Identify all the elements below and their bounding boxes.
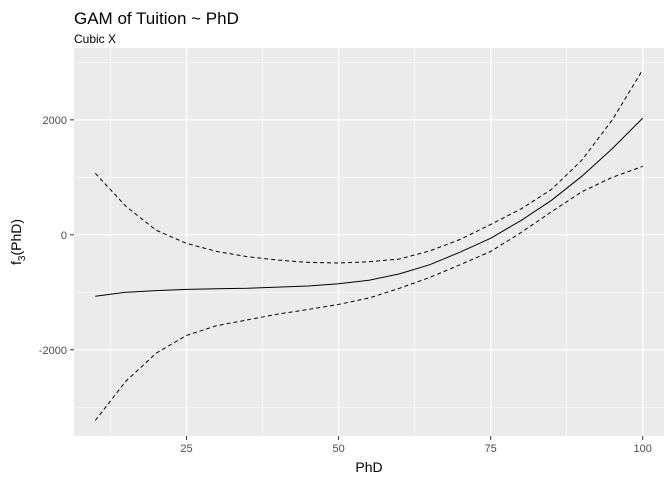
- minor-gridlines: [74, 48, 664, 436]
- y-tick-label: 0: [61, 230, 67, 242]
- x-tick-label: 75: [485, 443, 497, 455]
- x-tick-label: 50: [332, 443, 344, 455]
- series-line-upper: [94, 69, 644, 264]
- y-axis-title-tail: (PhD): [8, 219, 24, 256]
- y-axis-title-subscript: 3: [17, 255, 28, 261]
- y-axis-title-main: f: [8, 261, 24, 265]
- x-axis-title: PhD: [355, 459, 382, 475]
- y-tick-label: -2000: [39, 345, 67, 357]
- series-lines: [94, 69, 644, 421]
- chart-title: GAM of Tuition ~ PhD: [74, 9, 239, 28]
- y-axis-title: f3(PhD): [8, 219, 28, 265]
- x-tick-label: 25: [180, 443, 192, 455]
- y-tick-label: 2000: [43, 115, 67, 127]
- series-line-fit: [95, 117, 644, 297]
- series-line-lower: [94, 165, 643, 421]
- chart-subtitle: Cubic X: [74, 32, 116, 46]
- x-axis-ticks: 25 50 75 100: [180, 436, 652, 455]
- y-axis-ticks: -2000 0 2000: [39, 115, 74, 357]
- x-tick-label: 100: [634, 443, 652, 455]
- major-gridlines: [74, 48, 664, 436]
- plot-panel: [74, 48, 664, 436]
